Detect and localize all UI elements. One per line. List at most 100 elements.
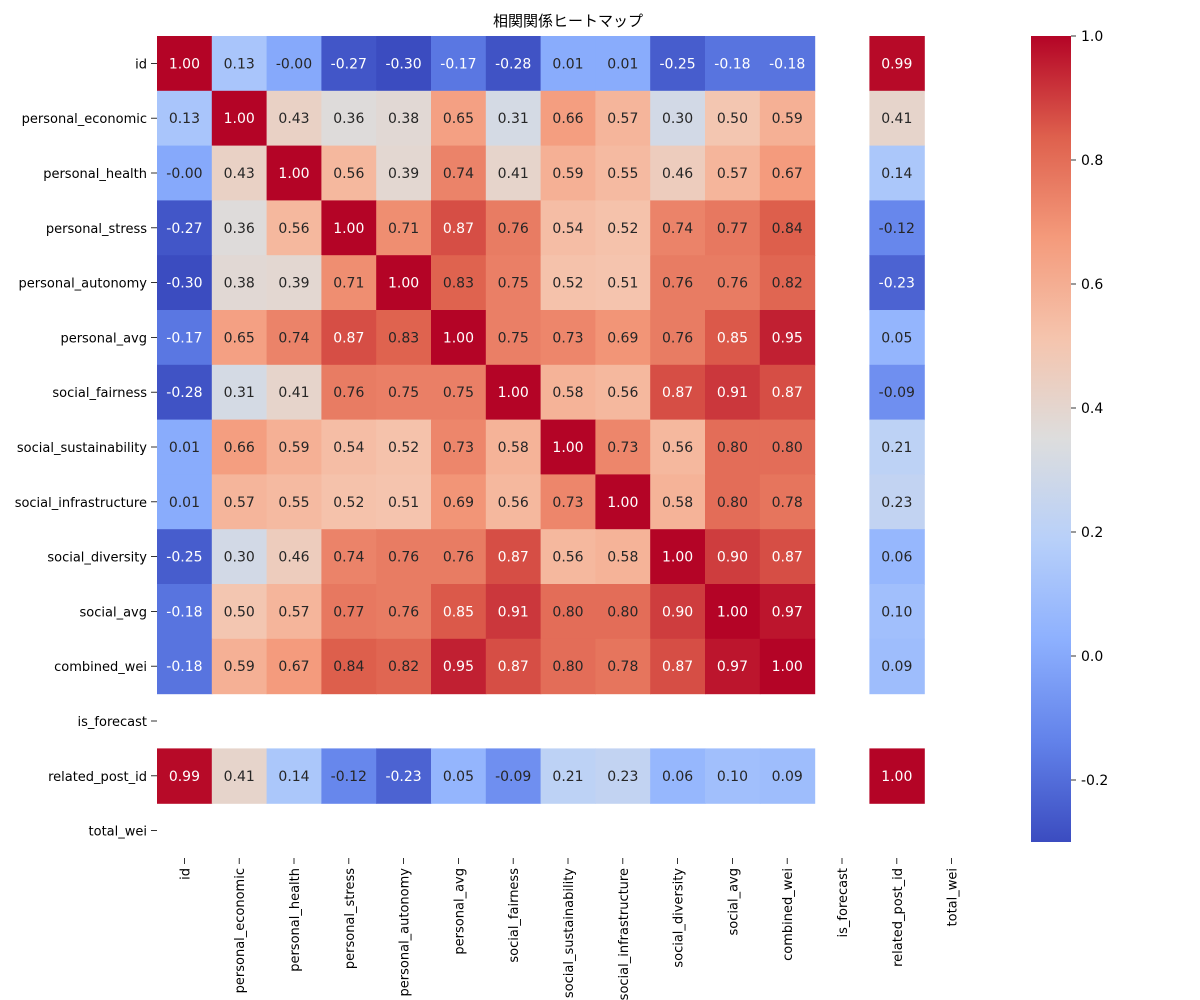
cell-value-label-social_infrastructure-personal_autonomy: 0.51 (388, 495, 419, 511)
heatmap-cell-related_post_id-related_post_id (869, 748, 925, 804)
heatmap-cell-personal_health-personal_autonomy (376, 145, 432, 201)
heatmap-cell-personal_economic-social_fairness (485, 90, 542, 147)
heatmap-cell-personal_health-personal_avg (431, 145, 487, 201)
cell-value-label-personal_stress-personal_autonomy: 0.71 (388, 221, 419, 237)
heatmap-cell-social_avg-social_avg (705, 584, 761, 640)
cell-value-label-id-social_avg: -0.18 (714, 56, 750, 72)
heatmap-cell-personal_autonomy-social_infrastructure (595, 255, 651, 311)
cell-value-label-personal_health-personal_avg: 0.74 (443, 166, 474, 182)
heatmap-cell-personal_avg-social_fairness (485, 310, 542, 366)
heatmap-cell-personal_avg-personal_health (266, 310, 322, 366)
heatmap-cell-social_diversity-personal_health (266, 529, 322, 585)
heatmap-cell-id-social_fairness (485, 36, 542, 92)
heatmap-cell-id-id (157, 36, 213, 92)
heatmap-cell-id-personal_economic (211, 36, 268, 92)
heatmap-cell-personal_avg-social_infrastructure (595, 310, 651, 366)
cell-value-label-social_infrastructure-social_infrastructure: 1.00 (607, 495, 638, 511)
colorbar-tick-label-0: 1.0 (1081, 29, 1103, 45)
heatmap-cell-personal_avg-personal_avg (431, 310, 487, 366)
x-tick-label-social_fairness: social_fairness (507, 868, 522, 963)
cell-value-label-personal_economic-id: 0.13 (169, 111, 200, 127)
cell-value-label-social_avg-combined_wei: 0.97 (772, 604, 803, 620)
x-tick-label-personal_economic: personal_economic (233, 868, 248, 993)
heatmap-cell-id-personal_avg (431, 36, 487, 92)
y-tick-label-personal_autonomy: personal_autonomy (19, 277, 148, 292)
cell-value-label-personal_health-id: -0.00 (166, 166, 202, 182)
cell-value-label-personal_economic-personal_autonomy: 0.38 (388, 111, 419, 127)
cell-value-label-personal_health-personal_stress: 0.56 (333, 166, 364, 182)
cell-value-label-personal_economic-social_diversity: 0.30 (662, 111, 693, 127)
cell-value-label-personal_health-combined_wei: 0.67 (772, 166, 803, 182)
heatmap-cell-personal_stress-combined_wei (759, 200, 816, 256)
cell-value-label-social_diversity-social_sustainability: 0.56 (552, 550, 583, 566)
x-tick-label-social_sustainability: social_sustainability (562, 868, 577, 998)
cell-value-label-personal_autonomy-social_diversity: 0.76 (662, 276, 693, 292)
heatmap-cell-social_infrastructure-social_diversity (650, 474, 706, 530)
cell-value-label-combined_wei-personal_stress: 0.84 (333, 659, 364, 675)
cell-value-label-personal_autonomy-personal_health: 0.39 (278, 276, 309, 292)
cell-value-label-social_sustainability-related_post_id: 0.21 (881, 440, 912, 456)
cell-value-label-social_fairness-personal_avg: 0.75 (443, 385, 474, 401)
cell-value-label-social_sustainability-personal_stress: 0.54 (333, 440, 364, 456)
heatmap-cell-social_diversity-social_diversity (650, 529, 706, 585)
heatmap-cell-personal_economic-personal_health (266, 90, 322, 147)
x-tick-label-personal_autonomy: personal_autonomy (398, 868, 413, 997)
heatmap-cell-personal_health-social_sustainability (540, 145, 596, 201)
heatmap-cell-id-social_avg (705, 36, 761, 92)
cell-value-label-social_sustainability-social_infrastructure: 0.73 (607, 440, 638, 456)
cell-value-label-social_avg-social_infrastructure: 0.80 (607, 604, 638, 620)
cell-value-label-personal_stress-personal_stress: 1.00 (333, 221, 364, 237)
heatmap-cell-personal_stress-social_infrastructure (595, 200, 651, 256)
heatmap-cell-personal_economic-personal_stress (321, 90, 377, 147)
cell-value-label-social_infrastructure-id: 0.01 (169, 495, 200, 511)
cell-value-label-personal_economic-personal_economic: 1.00 (224, 111, 255, 127)
heatmap-cell-related_post_id-personal_autonomy (376, 748, 432, 804)
heatmap-cell-social_avg-personal_avg (431, 584, 487, 640)
cell-value-label-personal_autonomy-social_fairness: 0.75 (498, 276, 529, 292)
cell-value-label-id-social_diversity: -0.25 (659, 56, 695, 72)
chart-title: 相関関係ヒートマップ (493, 12, 643, 30)
heatmap-cell-personal_health-personal_economic (211, 145, 268, 201)
heatmap-cell-social_sustainability-related_post_id (869, 419, 925, 475)
cell-value-label-id-social_fairness: -0.28 (495, 56, 531, 72)
heatmap-cell-related_post_id-social_diversity (650, 748, 706, 804)
heatmap-cell-combined_wei-social_avg (705, 638, 761, 695)
cell-value-label-social_infrastructure-related_post_id: 0.23 (881, 495, 912, 511)
cell-value-label-personal_economic-personal_stress: 0.36 (333, 111, 364, 127)
heatmap-cell-social_avg-combined_wei (759, 584, 816, 640)
cell-value-label-personal_avg-personal_health: 0.74 (278, 330, 309, 346)
heatmap-cell-personal_stress-social_avg (705, 200, 761, 256)
cell-value-label-personal_health-personal_autonomy: 0.39 (388, 166, 419, 182)
heatmap-cell-combined_wei-related_post_id (869, 638, 925, 695)
heatmap-cell-personal_avg-related_post_id (869, 310, 925, 366)
heatmap-cell-combined_wei-personal_avg (431, 638, 487, 695)
cell-value-label-combined_wei-personal_avg: 0.95 (443, 659, 474, 675)
heatmap-cell-personal_autonomy-personal_avg (431, 255, 487, 311)
cell-value-label-personal_stress-social_fairness: 0.76 (498, 221, 529, 237)
heatmap-cell-id-personal_health (266, 36, 322, 92)
cell-value-label-id-personal_stress: -0.27 (331, 56, 367, 72)
heatmap-cell-personal_economic-personal_economic (211, 90, 268, 147)
heatmap-cell-personal_health-personal_stress (321, 145, 377, 201)
cell-value-label-related_post_id-combined_wei: 0.09 (772, 769, 803, 785)
x-tick-label-personal_health: personal_health (288, 868, 303, 972)
cell-value-label-related_post_id-personal_economic: 0.41 (224, 769, 255, 785)
cell-value-label-personal_avg-personal_avg: 1.00 (443, 330, 474, 346)
cell-value-label-social_diversity-related_post_id: 0.06 (881, 550, 912, 566)
cell-value-label-social_fairness-social_avg: 0.91 (717, 385, 748, 401)
cell-value-label-social_fairness-social_diversity: 0.87 (662, 385, 693, 401)
heatmap-cell-social_avg-personal_economic (211, 584, 268, 640)
cell-value-label-social_sustainability-personal_economic: 0.66 (224, 440, 255, 456)
cell-value-label-combined_wei-related_post_id: 0.09 (881, 659, 912, 675)
colorbar-tick-label-5: 0.0 (1081, 649, 1103, 665)
cell-value-label-personal_stress-id: -0.27 (166, 221, 202, 237)
colorbar-tick-label-6: -0.2 (1081, 773, 1108, 789)
cell-value-label-personal_economic-social_infrastructure: 0.57 (607, 111, 638, 127)
heatmap-cell-personal_economic-combined_wei (759, 90, 816, 147)
cell-value-label-social_avg-social_fairness: 0.91 (498, 604, 529, 620)
cell-value-label-social_sustainability-social_avg: 0.80 (717, 440, 748, 456)
x-tick-label-personal_avg: personal_avg (452, 868, 467, 955)
heatmap-cell-related_post_id-personal_avg (431, 748, 487, 804)
heatmap-cell-personal_stress-social_diversity (650, 200, 706, 256)
